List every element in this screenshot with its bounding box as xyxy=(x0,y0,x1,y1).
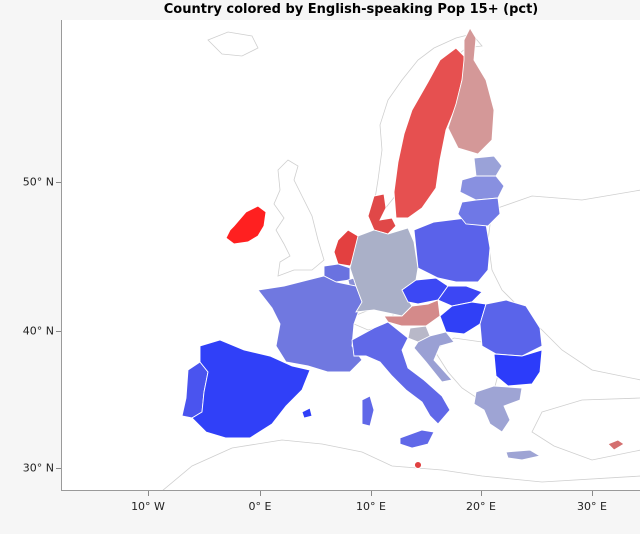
y-tick-label: 30° N xyxy=(22,461,54,475)
country-austria[interactable] xyxy=(383,299,441,327)
country-greece-crete[interactable] xyxy=(505,449,542,461)
y-tick-mark xyxy=(56,331,61,332)
country-finland[interactable] xyxy=(447,27,495,155)
country-cyprus[interactable] xyxy=(607,439,625,451)
x-tick-label: 30° E xyxy=(577,500,607,513)
country-estonia[interactable] xyxy=(473,155,503,177)
x-tick-mark xyxy=(260,491,261,496)
x-tick-label: 20° E xyxy=(466,500,496,513)
country-romania[interactable] xyxy=(479,299,543,357)
x-tick-mark xyxy=(371,491,372,496)
x-tick-mark xyxy=(148,491,149,496)
country-ireland[interactable] xyxy=(225,205,267,245)
country-croatia[interactable] xyxy=(413,331,455,383)
country-hungary[interactable] xyxy=(439,301,487,335)
map-svg xyxy=(162,27,640,490)
country-poland[interactable] xyxy=(413,217,491,283)
country-malta[interactable] xyxy=(414,461,422,469)
country-spain-balearic[interactable] xyxy=(301,407,313,419)
y-tick-label: 50° N xyxy=(22,175,54,189)
y-tick-label: 40° N xyxy=(22,324,54,338)
country-italy-sicily[interactable] xyxy=(399,429,435,449)
x-tick-label: 10° E xyxy=(356,500,386,513)
x-tick-label: 10° W xyxy=(131,500,165,513)
country-italy-sardinia[interactable] xyxy=(361,395,375,427)
country-spain[interactable] xyxy=(191,339,311,439)
x-tick-mark xyxy=(592,491,593,496)
country-bulgaria[interactable] xyxy=(493,349,543,387)
x-tick-mark xyxy=(481,491,482,496)
country-greece[interactable] xyxy=(473,385,523,433)
y-tick-mark xyxy=(56,468,61,469)
eu-countries xyxy=(181,27,625,469)
x-tick-label: 0° E xyxy=(248,500,272,513)
y-tick-mark xyxy=(56,182,61,183)
country-latvia[interactable] xyxy=(459,175,505,201)
country-lithuania[interactable] xyxy=(457,197,501,227)
plot-area xyxy=(61,20,640,491)
chart-title: Country colored by English-speaking Pop … xyxy=(163,2,539,17)
country-italy[interactable] xyxy=(351,321,451,425)
